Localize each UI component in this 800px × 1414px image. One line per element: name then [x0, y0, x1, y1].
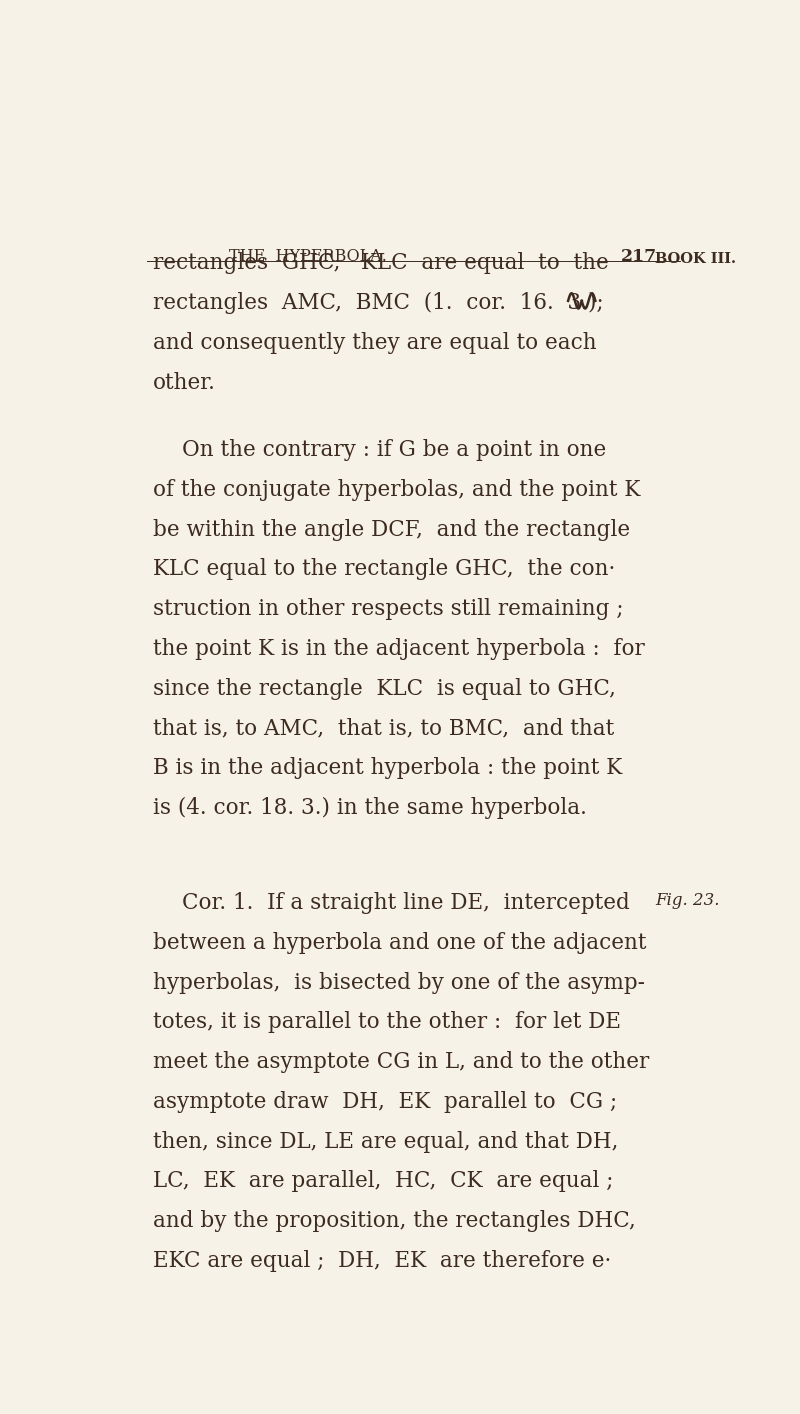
Text: 217: 217 [622, 247, 658, 264]
Text: other.: other. [153, 372, 215, 393]
Text: BOOK III.: BOOK III. [655, 253, 736, 266]
Text: struction in other respects still remaining ;: struction in other respects still remain… [153, 598, 623, 621]
Text: is (4. cor. 18. 3.) in the same hyperbola.: is (4. cor. 18. 3.) in the same hyperbol… [153, 797, 586, 819]
Text: hyperbolas,  is bisected by one of the asymp-: hyperbolas, is bisected by one of the as… [153, 971, 645, 994]
Text: Fig. 23.: Fig. 23. [655, 892, 719, 909]
Text: On the contrary : if G be a point in one: On the contrary : if G be a point in one [182, 440, 606, 461]
Text: be within the angle DCF,  and the rectangle: be within the angle DCF, and the rectang… [153, 519, 630, 540]
Text: meet the asymptote CG in L, and to the other: meet the asymptote CG in L, and to the o… [153, 1051, 649, 1073]
Text: Cor. 1.  If a straight line DE,  intercepted: Cor. 1. If a straight line DE, intercept… [182, 892, 630, 915]
Text: of the conjugate hyperbolas, and the point K: of the conjugate hyperbolas, and the poi… [153, 479, 640, 501]
Text: asymptote draw  DH,  EK  parallel to  CG ;: asymptote draw DH, EK parallel to CG ; [153, 1092, 617, 1113]
Text: rectangles  GHC,   KLC  are equal  to  the: rectangles GHC, KLC are equal to the [153, 253, 609, 274]
Text: and consequently they are equal to each: and consequently they are equal to each [153, 332, 596, 354]
Text: B is in the adjacent hyperbola : the point K: B is in the adjacent hyperbola : the poi… [153, 756, 622, 779]
Text: that is, to AMC,  that is, to BMC,  and that: that is, to AMC, that is, to BMC, and th… [153, 717, 614, 740]
Text: THE  HYPERBOLA.: THE HYPERBOLA. [229, 247, 386, 264]
Text: and by the proposition, the rectangles DHC,: and by the proposition, the rectangles D… [153, 1210, 635, 1232]
Text: between a hyperbola and one of the adjacent: between a hyperbola and one of the adjac… [153, 932, 646, 954]
Text: the point K is in the adjacent hyperbola :  for: the point K is in the adjacent hyperbola… [153, 638, 645, 660]
Text: EKC are equal ;  DH,  EK  are therefore e·: EKC are equal ; DH, EK are therefore e· [153, 1250, 611, 1273]
Text: since the rectangle  KLC  is equal to GHC,: since the rectangle KLC is equal to GHC, [153, 677, 615, 700]
Text: rectangles  AMC,  BMC  (1.  cor.  16.  3.);: rectangles AMC, BMC (1. cor. 16. 3.); [153, 293, 603, 314]
Text: totes, it is parallel to the other :  for let DE: totes, it is parallel to the other : for… [153, 1011, 621, 1034]
Text: KLC equal to the rectangle GHC,  the con·: KLC equal to the rectangle GHC, the con· [153, 559, 615, 580]
Text: LC,  EK  are parallel,  HC,  CK  are equal ;: LC, EK are parallel, HC, CK are equal ; [153, 1171, 613, 1192]
Text: then, since DL, LE are equal, and that DH,: then, since DL, LE are equal, and that D… [153, 1131, 618, 1152]
